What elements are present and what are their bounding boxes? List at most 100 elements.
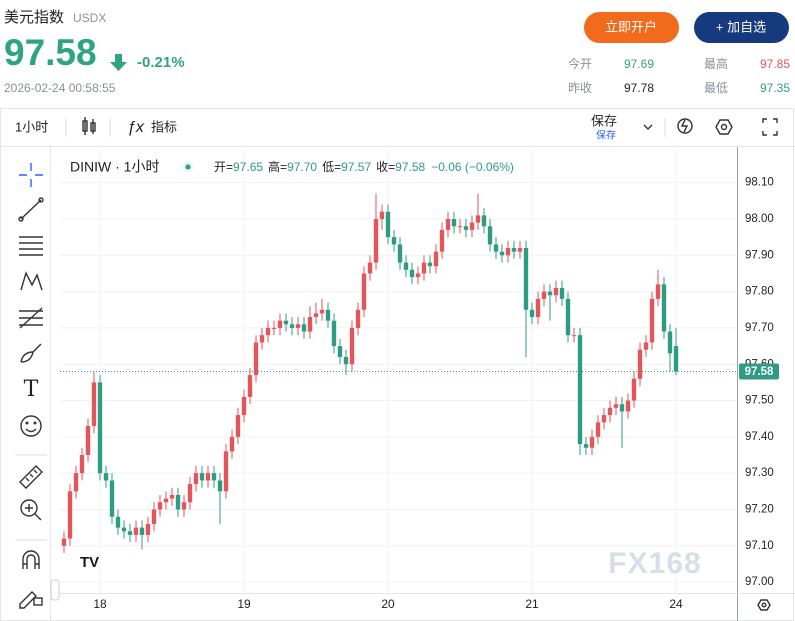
pattern-tool[interactable]	[20, 271, 43, 291]
open-account-button[interactable]: 立即开户	[584, 12, 679, 43]
index-name: 美元指数	[4, 9, 64, 26]
candle-body	[415, 273, 421, 278]
candle-body	[463, 226, 469, 230]
candle-body	[271, 327, 277, 329]
down-arrow	[110, 54, 127, 71]
ohlc-value: 97.58	[395, 160, 425, 174]
ruler-tool[interactable]	[19, 465, 43, 489]
candle-body	[535, 298, 541, 318]
x-tick-label: 20	[381, 597, 395, 611]
crosshair-tool[interactable]	[19, 163, 43, 187]
candle-body	[619, 404, 625, 412]
candle-body	[349, 327, 355, 365]
candle-body	[343, 356, 349, 365]
save[interactable]: 保存	[591, 113, 617, 128]
candle-body	[97, 382, 103, 474]
candle-body	[67, 491, 73, 539]
fullscreen-icon[interactable]	[762, 118, 778, 136]
candle-body	[625, 400, 631, 412]
candle-body	[307, 317, 313, 332]
line-tool[interactable]	[18, 197, 44, 222]
candle-body	[373, 218, 379, 263]
fib-tool[interactable]	[19, 307, 43, 329]
settings-icon[interactable]	[715, 119, 733, 135]
stat-value: 97.78	[624, 81, 654, 95]
candle-body	[217, 480, 223, 492]
candle-body	[115, 516, 121, 528]
candle-body	[499, 251, 505, 256]
y-tick-label: 97.20	[745, 504, 774, 516]
candle-body	[505, 248, 511, 256]
chart: TV 97.0097.1097.2097.3097.4097.5097.6097…	[60, 147, 795, 621]
brush-tool[interactable]	[20, 343, 42, 363]
candle-body	[475, 215, 481, 223]
candle-body	[139, 527, 145, 535]
y-tick-label: 97.90	[745, 249, 774, 261]
lock-draw-tool[interactable]	[19, 591, 43, 609]
interval[interactable]: 1小时	[15, 119, 48, 134]
indicators[interactable]: 指标	[151, 119, 177, 134]
text-tool[interactable]: T	[24, 377, 39, 402]
candle-body	[565, 298, 571, 336]
candle-body	[541, 291, 547, 299]
y-tick-label: 97.30	[745, 467, 774, 479]
candle-body	[409, 269, 415, 278]
candle-body	[481, 215, 487, 227]
candle-body	[631, 378, 637, 401]
candle-body	[253, 342, 259, 376]
chevron[interactable]	[643, 124, 653, 130]
zoom-tool[interactable]	[20, 499, 42, 521]
candle-body	[637, 349, 643, 379]
candle-body	[643, 342, 649, 350]
candle-body	[229, 436, 235, 452]
candle-body	[193, 473, 199, 485]
candle-body	[385, 211, 391, 238]
magnet-tool[interactable]	[22, 550, 40, 569]
y-tick-label: 97.10	[745, 540, 774, 552]
candle-type-icon[interactable]	[82, 117, 96, 135]
candle-body	[277, 320, 283, 328]
candle-body	[445, 218, 451, 230]
last-price-label: 97.58	[745, 366, 774, 378]
add-watch-button[interactable]: + 加自选	[694, 12, 789, 43]
candle-body	[667, 331, 673, 354]
candle-body	[151, 509, 157, 525]
alert-icon[interactable]	[677, 118, 693, 134]
candle-body	[673, 346, 679, 372]
candle-body	[361, 273, 367, 310]
candle-body	[73, 473, 79, 492]
hlines-tool[interactable]	[19, 236, 43, 256]
emoji-tool[interactable]	[20, 415, 42, 437]
axis-settings-icon[interactable]	[757, 599, 771, 611]
candle-body	[61, 538, 67, 546]
candle-body	[487, 226, 493, 245]
watermark: FX168	[608, 547, 701, 580]
collapse-handle[interactable]	[50, 579, 60, 601]
candle-body	[439, 229, 445, 252]
index-code: USDX	[73, 11, 106, 25]
candle-body	[313, 313, 319, 318]
candle-body	[661, 284, 667, 332]
button-bg	[694, 12, 789, 43]
candle-body	[331, 320, 337, 347]
price: 97.58	[4, 32, 97, 73]
y-tick-label: 97.80	[745, 286, 774, 298]
candle-body	[367, 262, 373, 274]
candle-body	[283, 320, 289, 325]
change: -0.21%	[137, 54, 185, 71]
candle-body	[649, 298, 655, 343]
ohlc-value: 97.70	[287, 160, 317, 174]
candle-body	[319, 309, 325, 314]
candle-body	[103, 473, 109, 481]
settings-dot	[720, 123, 728, 131]
tv-logo: TV	[80, 554, 99, 571]
y-tick-label: 97.00	[745, 576, 774, 588]
candle-body	[157, 502, 163, 510]
candle-body	[571, 335, 577, 337]
candle-body	[325, 309, 331, 321]
candle-body	[529, 309, 535, 318]
fx-icon[interactable]: ƒx	[127, 119, 145, 136]
candle-body	[403, 262, 409, 270]
candle-body	[397, 244, 403, 263]
